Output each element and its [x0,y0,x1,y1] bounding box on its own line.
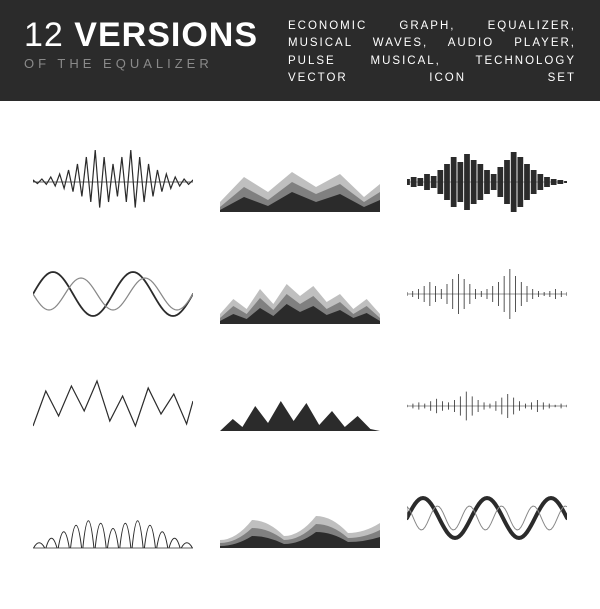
wave-10 [30,467,197,569]
title-word: VERSIONS [74,16,258,54]
wave-grid [0,101,600,609]
wave-12 [403,467,570,569]
header: 12 VERSIONS OF THE EQUALIZER ECONOMIC GR… [0,0,600,101]
wave-2 [217,131,384,233]
wave-6 [403,243,570,345]
wave-9 [403,355,570,457]
wave-1 [30,131,197,233]
wave-11 [217,467,384,569]
page-title: 12 VERSIONS [24,18,258,52]
wave-8 [217,355,384,457]
wave-7 [30,355,197,457]
title-number: 12 [24,16,64,54]
wave-3 [403,131,570,233]
header-description: ECONOMIC GRAPH, EQUALIZER, MUSICAL WAVES… [288,18,576,87]
page-subtitle: OF THE EQUALIZER [24,56,258,71]
header-left: 12 VERSIONS OF THE EQUALIZER [24,18,258,87]
wave-4 [30,243,197,345]
wave-5 [217,243,384,345]
